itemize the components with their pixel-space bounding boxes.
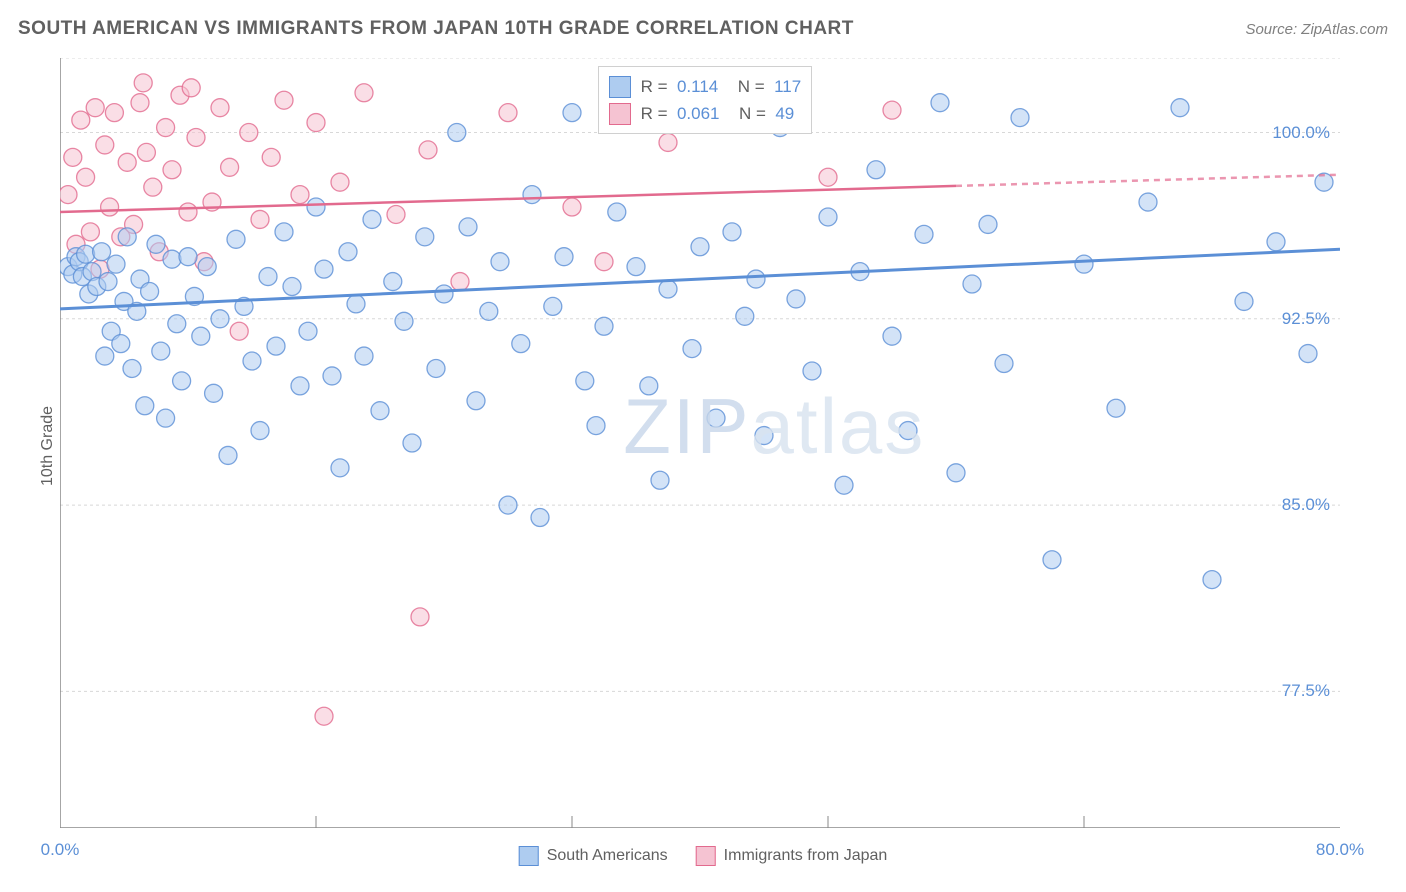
legend-swatch	[696, 846, 716, 866]
stats-legend: R = 0.114 N = 117R = 0.061 N = 49	[598, 66, 813, 134]
stat-r-value: 0.061	[677, 104, 720, 123]
legend-swatch	[519, 846, 539, 866]
scatter-plot-svg	[60, 58, 1340, 828]
stat-r-label: R = 0.061	[641, 100, 720, 127]
legend-swatch	[609, 76, 631, 98]
legend-label: Immigrants from Japan	[724, 847, 888, 865]
stat-n-value: 49	[775, 104, 794, 123]
ytick-label: 77.5%	[1282, 681, 1330, 701]
stat-n-value: 117	[774, 77, 801, 96]
stat-r-value: 0.114	[677, 77, 718, 96]
stat-n-label: N = 49	[730, 100, 795, 127]
plot-area: ZIPatlas R = 0.114 N = 117R = 0.061 N = …	[60, 58, 1340, 828]
stats-legend-row: R = 0.114 N = 117	[609, 73, 802, 100]
legend-item: Immigrants from Japan	[696, 846, 888, 866]
stats-legend-row: R = 0.061 N = 49	[609, 100, 802, 127]
legend-item: South Americans	[519, 846, 668, 866]
yaxis-label: 10th Grade	[39, 406, 57, 486]
legend-label: South Americans	[547, 847, 668, 865]
source-attribution: Source: ZipAtlas.com	[1245, 21, 1388, 38]
legend-swatch	[609, 103, 631, 125]
ytick-label: 100.0%	[1272, 123, 1330, 143]
chart-title: SOUTH AMERICAN VS IMMIGRANTS FROM JAPAN …	[18, 18, 854, 40]
xtick-label: 80.0%	[1316, 840, 1364, 860]
series-legend: South Americans Immigrants from Japan	[519, 846, 888, 866]
xtick-label: 0.0%	[41, 840, 80, 860]
stat-n-label: N = 117	[728, 73, 801, 100]
ytick-label: 92.5%	[1282, 309, 1330, 329]
chart-header: SOUTH AMERICAN VS IMMIGRANTS FROM JAPAN …	[18, 18, 1388, 40]
stat-r-label: R = 0.114	[641, 73, 719, 100]
ytick-label: 85.0%	[1282, 495, 1330, 515]
